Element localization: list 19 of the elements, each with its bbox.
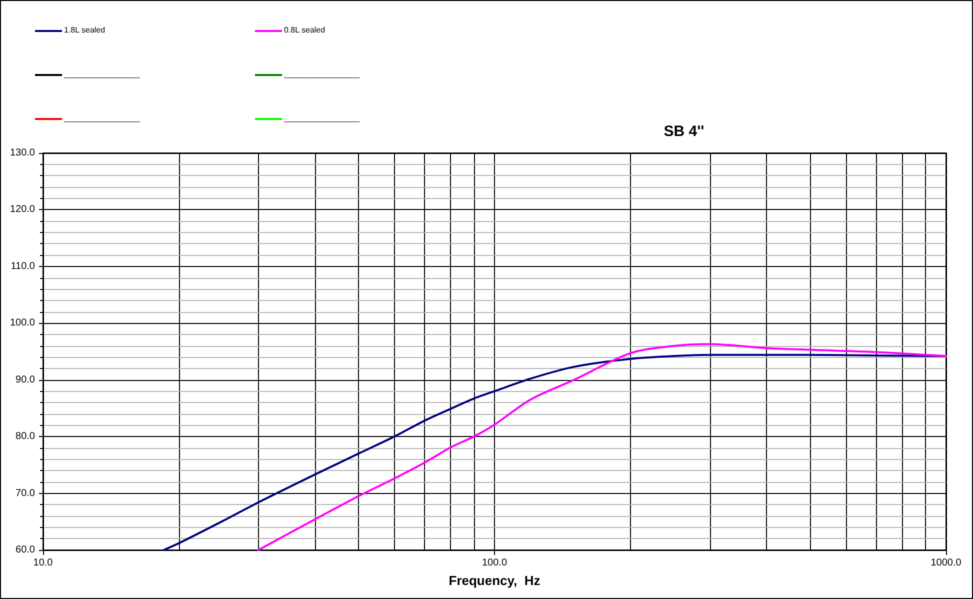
chart-title: SB 4'' [664, 123, 704, 140]
y-tick-label: 60.0 [16, 544, 36, 556]
y-tick-label: 100.0 [10, 318, 36, 329]
y-tick-label: 120.0 [10, 204, 36, 216]
y-tick-label: 90.0 [16, 374, 36, 386]
x-axis-title: Frequency, Hz [448, 573, 541, 588]
x-tick-label: 10.0 [33, 558, 54, 568]
legend-label: 1.8L sealed [64, 26, 106, 34]
legend-label: _________________ [283, 70, 360, 78]
y-tick-label: 80.0 [16, 431, 36, 442]
y-tick-label: 70.0 [16, 488, 36, 499]
legend-label: _________________ [63, 70, 140, 78]
y-tick-label: 110.0 [10, 260, 36, 272]
x-tick-label: 1000.0 [930, 558, 962, 568]
legend-label: _________________ [283, 114, 360, 122]
y-tick-label: 130.0 [10, 148, 36, 158]
legend-label: _________________ [63, 114, 140, 122]
legend-label: 0.8L sealed [284, 26, 326, 34]
x-tick-label: 100.0 [482, 558, 508, 568]
